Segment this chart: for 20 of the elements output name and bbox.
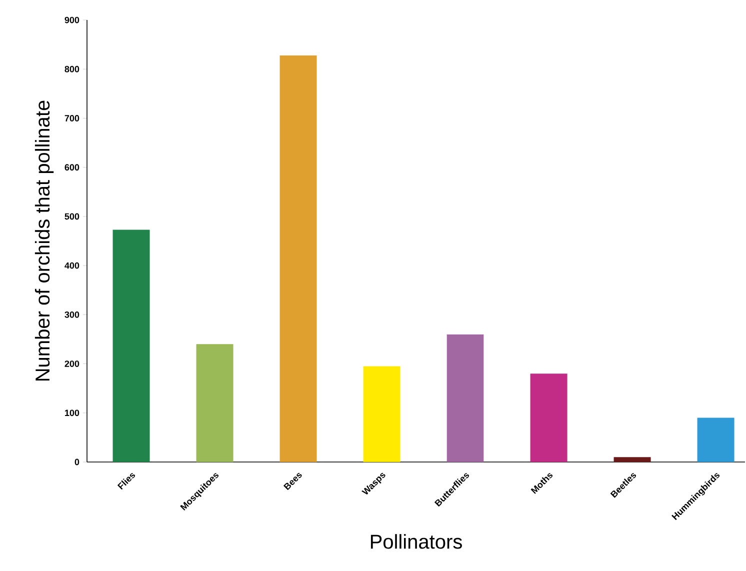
bar xyxy=(196,344,234,462)
bar xyxy=(280,55,317,462)
bar xyxy=(614,457,651,462)
y-tick-label: 900 xyxy=(64,16,80,24)
bar xyxy=(446,334,484,462)
y-tick-label: 100 xyxy=(65,410,80,416)
bar xyxy=(363,366,400,462)
y-axis-title: Number of orchids that pollinate xyxy=(34,100,54,381)
bar xyxy=(697,418,734,462)
bar xyxy=(530,374,568,462)
y-tick-label: 0 xyxy=(74,458,80,466)
x-axis-title: Pollinators xyxy=(370,534,462,549)
y-tick-label: 700 xyxy=(64,115,80,122)
y-tick-label: 600 xyxy=(64,164,80,171)
bar xyxy=(112,230,150,462)
y-tick-label: 800 xyxy=(64,66,80,72)
y-tick-label: 300 xyxy=(64,311,80,318)
y-tick-label: 500 xyxy=(64,213,80,220)
y-tick-label: 200 xyxy=(64,360,80,367)
y-tick-label: 400 xyxy=(64,262,80,269)
